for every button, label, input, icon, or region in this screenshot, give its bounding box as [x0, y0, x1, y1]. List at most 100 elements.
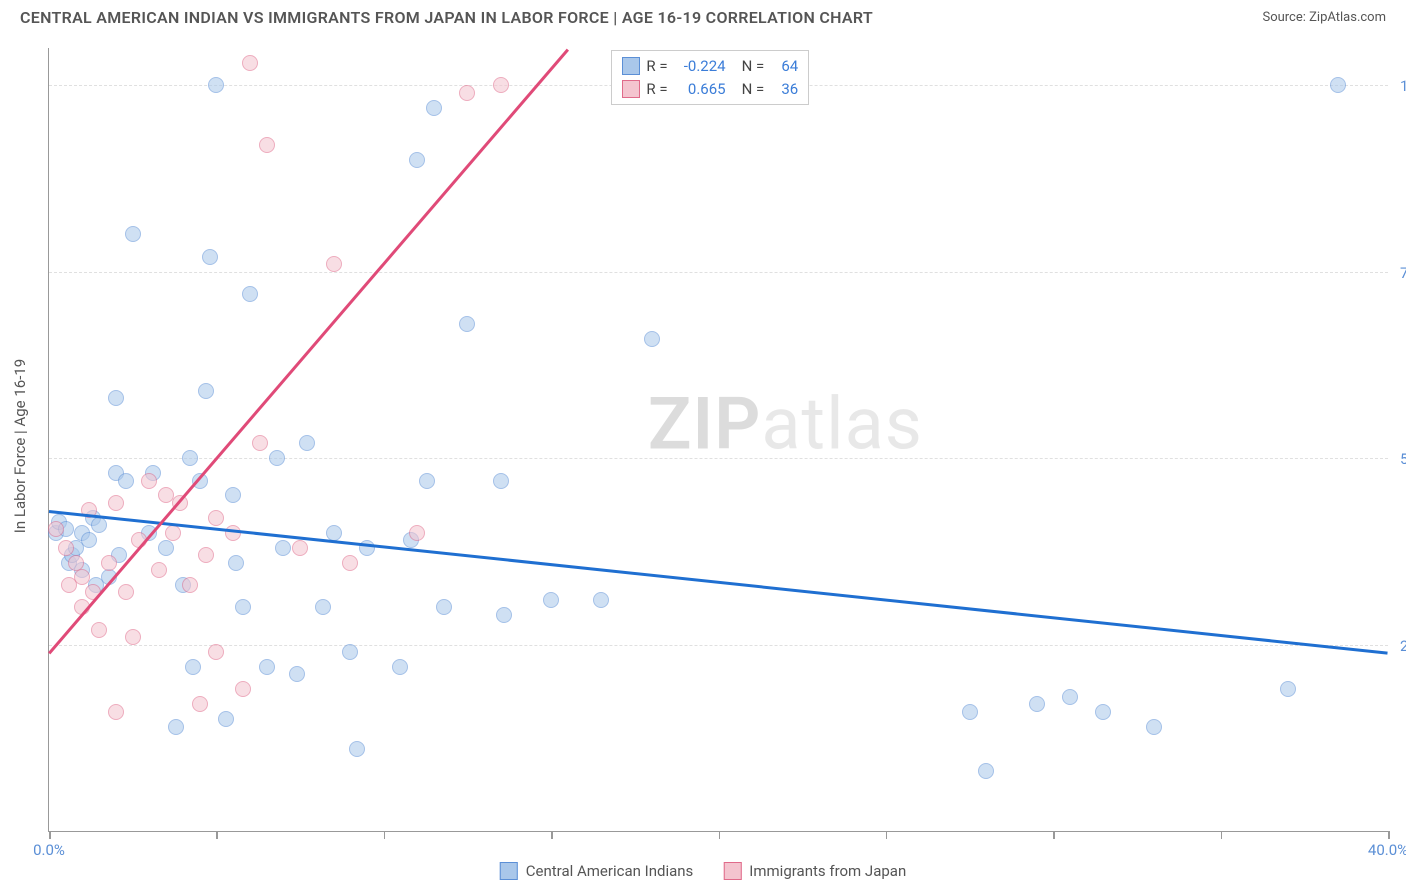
legend-swatch [500, 862, 518, 880]
plot-area: 25.0%50.0%75.0%100.0%0.0%40.0% [49, 48, 1388, 831]
stat-r-value: -0.224 [674, 55, 726, 78]
scatter-point [543, 592, 559, 608]
stat-n-value: 36 [770, 78, 798, 101]
stat-n-label: N = [742, 55, 765, 78]
source-attribution: Source: ZipAtlas.com [1262, 10, 1386, 25]
scatter-point [68, 555, 84, 571]
scatter-point [108, 390, 124, 406]
scatter-point [228, 555, 244, 571]
scatter-point [978, 763, 994, 779]
scatter-point [118, 584, 134, 600]
stats-row: R = -0.224 N =64 [622, 55, 798, 78]
scatter-point [242, 286, 258, 302]
scatter-point [315, 599, 331, 615]
scatter-point [202, 249, 218, 265]
chart-header: CENTRAL AMERICAN INDIAN VS IMMIGRANTS FR… [0, 0, 1406, 39]
scatter-point [192, 696, 208, 712]
scatter-point [91, 517, 107, 533]
x-tick [49, 831, 51, 839]
legend-label: Central American Indians [526, 862, 694, 880]
scatter-point [962, 704, 978, 720]
scatter-point [426, 100, 442, 116]
scatter-point [289, 666, 305, 682]
scatter-point [108, 704, 124, 720]
scatter-point [349, 741, 365, 757]
correlation-stats-box: R = -0.224 N =64R =0.665N =36 [611, 50, 809, 105]
x-tick [216, 831, 218, 839]
scatter-point [235, 599, 251, 615]
scatter-point [225, 525, 241, 541]
scatter-point [108, 495, 124, 511]
scatter-point [168, 719, 184, 735]
y-tick-label: 25.0% [1392, 637, 1406, 655]
scatter-point [58, 540, 74, 556]
scatter-point [326, 525, 342, 541]
scatter-chart: ZIPatlas 25.0%50.0%75.0%100.0%0.0%40.0% … [48, 48, 1388, 832]
scatter-point [392, 659, 408, 675]
stat-n-label: N = [742, 78, 765, 101]
scatter-point [165, 525, 181, 541]
scatter-point [299, 435, 315, 451]
scatter-point [185, 659, 201, 675]
scatter-point [342, 555, 358, 571]
scatter-point [493, 77, 509, 93]
trend-line [49, 510, 1388, 654]
y-tick-label: 75.0% [1392, 264, 1406, 282]
scatter-point [259, 137, 275, 153]
series-swatch [622, 80, 640, 98]
scatter-point [198, 547, 214, 563]
scatter-point [409, 525, 425, 541]
x-tick-label: 0.0% [33, 841, 65, 859]
scatter-point [48, 521, 64, 537]
scatter-point [125, 629, 141, 645]
y-axis-label: In Labor Force | Age 16-19 [11, 359, 29, 533]
scatter-point [292, 540, 308, 556]
scatter-point [1029, 696, 1045, 712]
scatter-point [242, 55, 258, 71]
bottom-legend: Central American Indians Immigrants from … [500, 862, 906, 880]
y-tick-label: 100.0% [1392, 77, 1406, 95]
scatter-point [158, 540, 174, 556]
scatter-point [74, 569, 90, 585]
legend-item: Central American Indians [500, 862, 694, 880]
scatter-point [1280, 681, 1296, 697]
scatter-point [493, 473, 509, 489]
scatter-point [141, 473, 157, 489]
stat-n-value: 64 [770, 55, 798, 78]
scatter-point [1095, 704, 1111, 720]
scatter-point [436, 599, 452, 615]
scatter-point [208, 644, 224, 660]
scatter-point [208, 510, 224, 526]
scatter-point [326, 256, 342, 272]
scatter-point [459, 316, 475, 332]
scatter-point [182, 577, 198, 593]
gridline: 25.0% [49, 645, 1388, 646]
scatter-point [1330, 77, 1346, 93]
x-tick [1221, 831, 1223, 839]
x-tick [1053, 831, 1055, 839]
trend-line [48, 48, 569, 654]
gridline: 75.0% [49, 272, 1388, 273]
source-link[interactable]: ZipAtlas.com [1309, 10, 1386, 25]
y-tick-label: 50.0% [1392, 450, 1406, 468]
x-tick [886, 831, 888, 839]
scatter-point [409, 152, 425, 168]
scatter-point [259, 659, 275, 675]
x-tick [719, 831, 721, 839]
legend-swatch [723, 862, 741, 880]
scatter-point [644, 331, 660, 347]
legend-label: Immigrants from Japan [749, 862, 906, 880]
chart-title: CENTRAL AMERICAN INDIAN VS IMMIGRANTS FR… [20, 8, 873, 27]
scatter-point [1146, 719, 1162, 735]
stat-r-label: R = [646, 78, 667, 101]
scatter-point [235, 681, 251, 697]
scatter-point [275, 540, 291, 556]
stat-r-label: R = [646, 55, 667, 78]
gridline: 50.0% [49, 458, 1388, 459]
scatter-point [151, 562, 167, 578]
scatter-point [252, 435, 268, 451]
series-swatch [622, 57, 640, 75]
stats-row: R =0.665N =36 [622, 78, 798, 101]
x-tick-label: 40.0% [1368, 841, 1406, 859]
scatter-point [125, 226, 141, 242]
